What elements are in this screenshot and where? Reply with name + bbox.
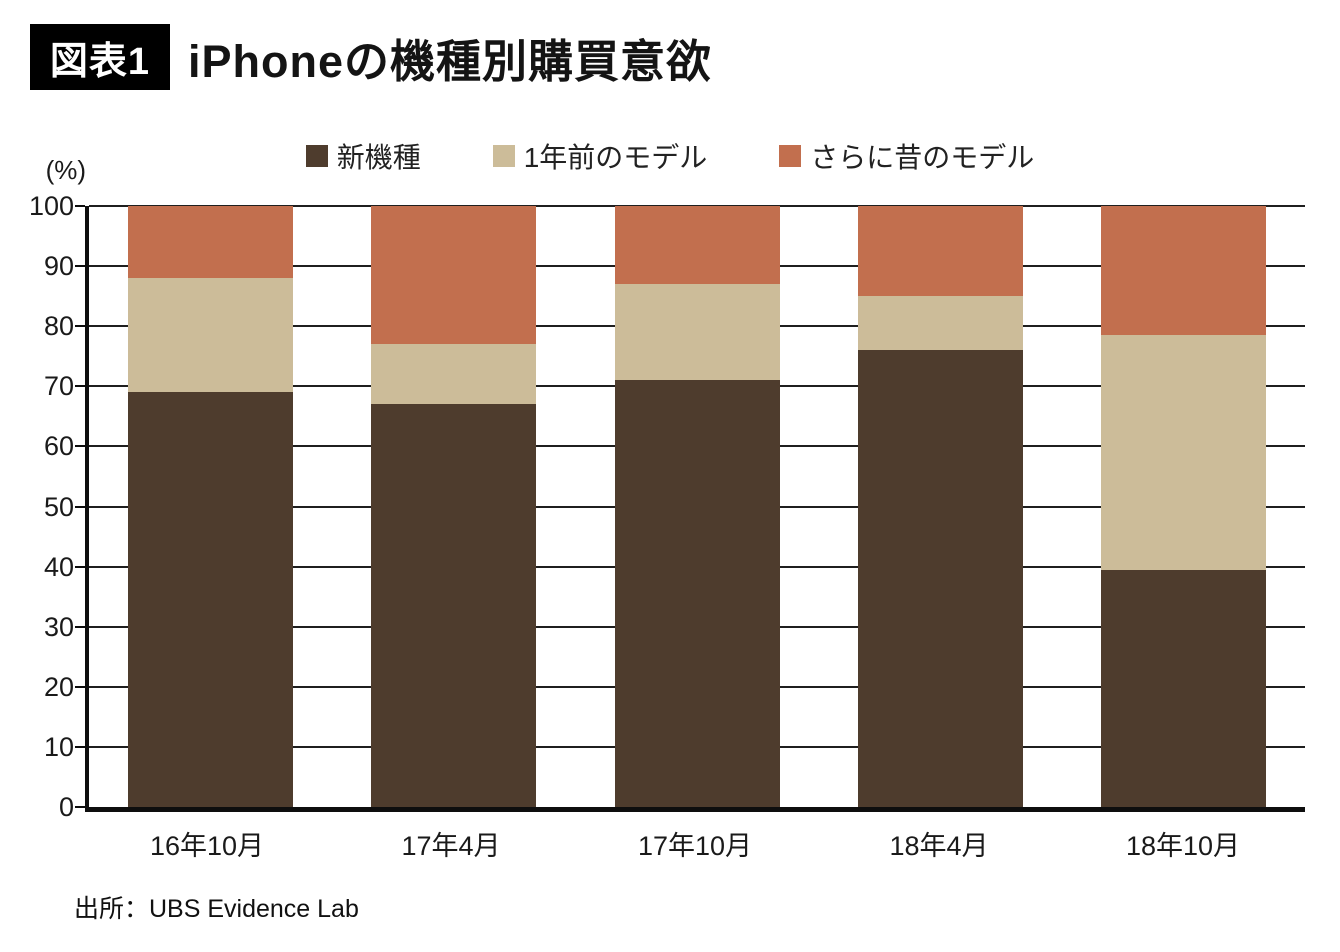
bar-segment-new-model [371, 404, 537, 807]
legend-label-older-model: さらに昔のモデル [810, 142, 1035, 173]
plot-area [75, 205, 1305, 812]
x-axis-label: 17年4月 [401, 831, 501, 861]
y-axis-tick [75, 685, 85, 688]
y-axis-tick-label: 90 [43, 251, 74, 282]
bar-segment-new-model [857, 350, 1023, 807]
bar-segment-older-model [128, 206, 294, 279]
y-axis-tick-label: 30 [43, 611, 74, 642]
page-title: iPhoneの機種別購買意欲 [188, 35, 713, 87]
bar-segment-one-year-old-model [371, 344, 537, 405]
y-axis-tick-label: 50 [43, 491, 74, 522]
y-axis-tick-label: 10 [43, 731, 74, 762]
y-axis-tick [75, 505, 85, 508]
y-axis-tick [75, 385, 85, 388]
legend-swatch-older-model [779, 145, 802, 167]
y-axis-tick-label: 80 [43, 311, 74, 342]
bar-group [1062, 206, 1305, 807]
bar-group [332, 206, 575, 807]
y-axis-tick [75, 445, 85, 448]
legend-item-one-year-old-model: 1年前のモデル [492, 136, 708, 176]
bar-segment-one-year-old-model [1100, 335, 1266, 570]
x-axis-label: 17年10月 [637, 831, 753, 861]
bar-segment-one-year-old-model [857, 296, 1023, 351]
figure-badge: 図表1 [30, 24, 170, 90]
y-axis-tick [75, 325, 85, 328]
y-axis-unit-label: (%) [45, 155, 86, 185]
bar-segment-older-model [1100, 206, 1266, 336]
y-axis-tick [75, 625, 85, 628]
y-axis-tick-label: 70 [43, 371, 74, 402]
y-axis-tick [75, 565, 85, 568]
y-axis-tick [75, 745, 85, 748]
source-note: 出所：UBS Evidence Lab [74, 895, 359, 923]
y-axis-tick-label: 60 [43, 431, 74, 462]
x-axis-label: 18年4月 [889, 831, 989, 861]
bar-group [89, 206, 332, 807]
legend-swatch-one-year-old-model [492, 145, 515, 167]
bar-group [575, 206, 818, 807]
bar-segment-older-model [371, 206, 537, 345]
y-axis-tick [75, 806, 85, 808]
bar-group [819, 206, 1062, 807]
y-axis-tick-label: 0 [58, 792, 74, 822]
legend-item-new-model: 新機種 [305, 136, 421, 176]
bar-segment-one-year-old-model [128, 278, 294, 393]
bars-layer [89, 206, 1305, 807]
bar-segment-new-model [1100, 569, 1266, 807]
legend-swatch-new-model [305, 145, 328, 167]
legend-item-older-model: さらに昔のモデル [779, 136, 1034, 176]
x-axis-labels: 16年10月 17年4月 17年10月 18年4月 18年10月 [85, 824, 1305, 864]
y-axis-tick [75, 265, 85, 268]
title-row: 図表1 iPhoneの機種別購買意欲 [30, 24, 712, 90]
gridline [89, 205, 1305, 207]
legend-label-one-year-old-model: 1年前のモデル [523, 142, 708, 173]
y-axis-labels: 0 10 20 30 40 50 60 70 80 90 100 [0, 191, 74, 822]
y-axis-tick-label: 40 [43, 551, 74, 582]
y-axis-tick-label: 100 [28, 191, 74, 221]
bar-segment-older-model [614, 206, 780, 285]
y-axis-tick [75, 205, 85, 207]
bar-segment-older-model [857, 206, 1023, 297]
chart-legend: 新機種 1年前のモデル さらに昔のモデル [0, 136, 1340, 176]
x-axis-label: 18年10月 [1125, 831, 1241, 861]
bar-segment-new-model [128, 392, 294, 807]
bar-segment-new-model [614, 380, 780, 807]
legend-label-new-model: 新機種 [336, 142, 421, 173]
bar-segment-one-year-old-model [614, 284, 780, 381]
x-axis-label: 16年10月 [149, 831, 265, 861]
y-axis-tick-label: 20 [43, 671, 74, 702]
